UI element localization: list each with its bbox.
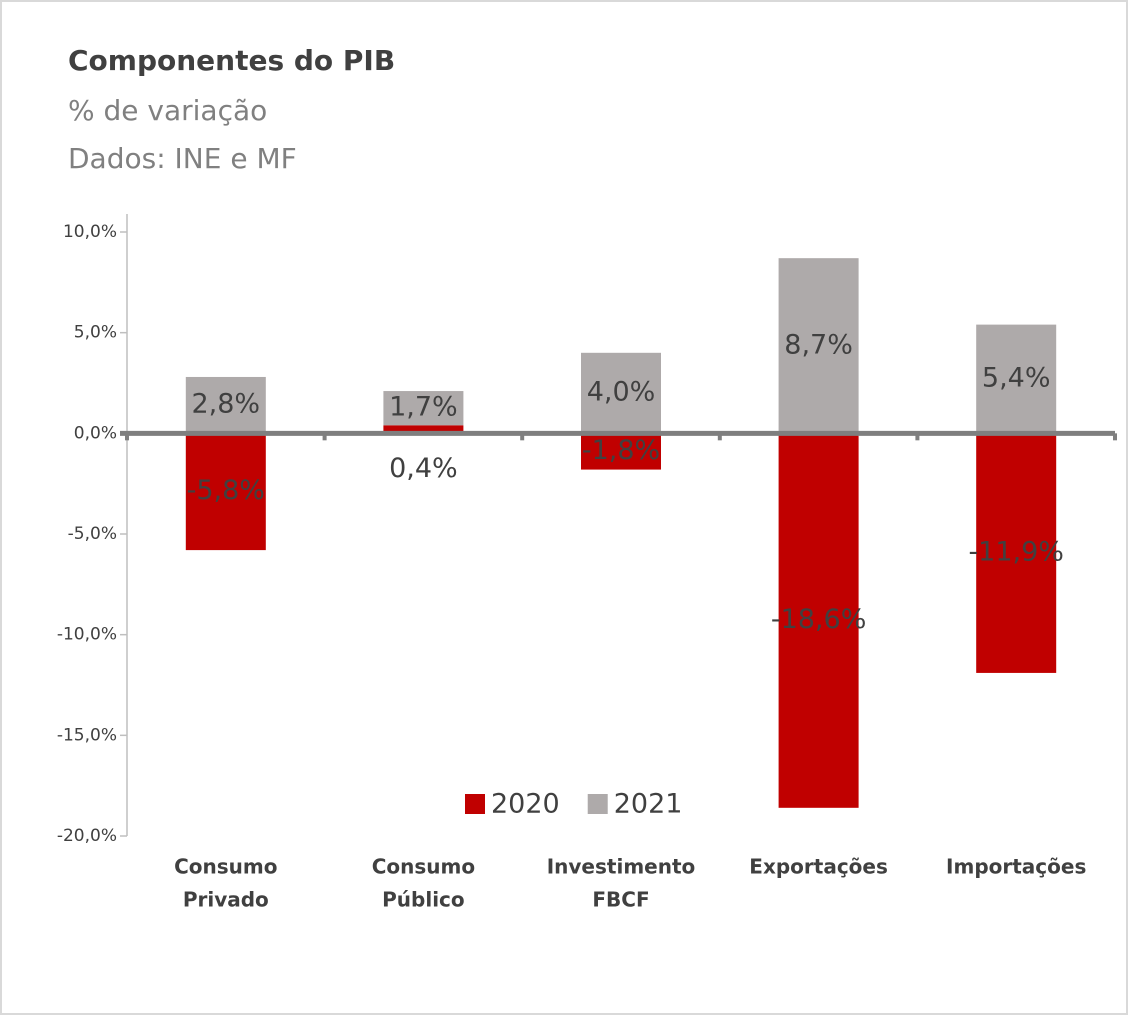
y-tick-label: -15,0% — [57, 725, 117, 745]
data-label: -11,9% — [968, 537, 1064, 568]
x-tick-label: Consumo — [372, 855, 475, 879]
x-tick-label: Importações — [946, 855, 1086, 879]
data-label: 1,7% — [389, 392, 458, 423]
data-label: -18,6% — [771, 604, 867, 635]
bar — [976, 324, 1057, 434]
y-tick-label: 5,0% — [74, 323, 117, 343]
x-tick-label: Investimento — [547, 855, 696, 879]
y-tick-label: -20,0% — [57, 826, 117, 846]
x-tick-label: FBCF — [592, 888, 649, 912]
legend-label: 2021 — [614, 789, 683, 820]
bar — [778, 433, 859, 808]
y-tick-label: -10,0% — [57, 625, 117, 645]
y-tick-label: 10,0% — [63, 222, 117, 242]
x-tick-label: Público — [382, 888, 465, 912]
bar — [185, 376, 266, 434]
legend-swatch — [587, 794, 608, 814]
bar — [976, 433, 1057, 673]
y-tick-label: -5,0% — [68, 524, 117, 544]
data-label: 5,4% — [982, 362, 1051, 393]
legend-swatch — [465, 794, 485, 814]
y-tick-label: 0,0% — [74, 423, 117, 443]
data-label: 4,0% — [587, 377, 656, 408]
bar — [185, 433, 266, 551]
chart-title: Componentes do PIB — [68, 44, 395, 77]
bar — [383, 391, 464, 426]
legend-label: 2020 — [491, 789, 560, 820]
bar — [581, 433, 661, 470]
bar — [778, 258, 859, 434]
data-label: 2,8% — [191, 389, 260, 420]
x-tick-label: Privado — [183, 888, 269, 912]
data-label: -1,8% — [582, 435, 660, 466]
x-tick-label: Consumo — [174, 855, 277, 879]
data-label: 8,7% — [784, 329, 853, 360]
chart-source: Dados: INE e MF — [68, 142, 297, 175]
data-label: 0,4% — [389, 453, 458, 484]
chart-subtitle: % de variação — [68, 94, 267, 127]
data-label: -5,8% — [187, 475, 265, 506]
x-tick-label: Exportações — [749, 855, 888, 879]
bar — [383, 425, 464, 434]
bar — [581, 352, 661, 434]
